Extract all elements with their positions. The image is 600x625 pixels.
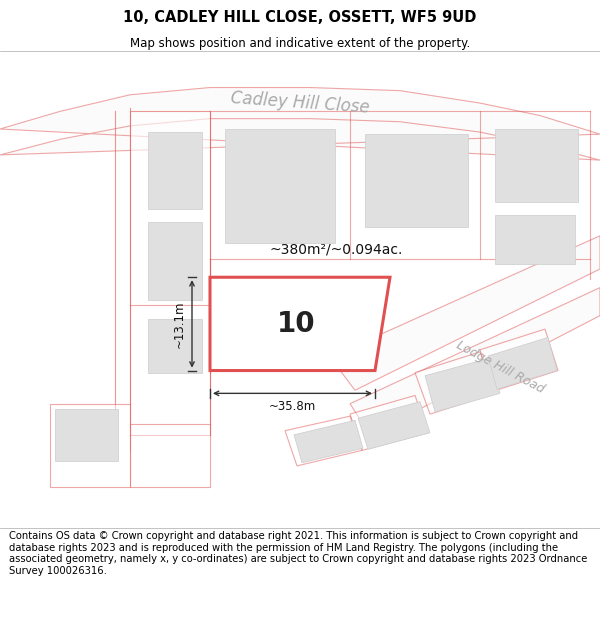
Polygon shape [495, 129, 578, 202]
Polygon shape [148, 222, 202, 300]
Text: Contains OS data © Crown copyright and database right 2021. This information is : Contains OS data © Crown copyright and d… [9, 531, 587, 576]
Polygon shape [488, 338, 557, 389]
Polygon shape [365, 134, 468, 228]
Polygon shape [50, 404, 130, 487]
Polygon shape [358, 402, 430, 449]
Polygon shape [495, 215, 575, 264]
Polygon shape [130, 111, 210, 435]
Polygon shape [210, 278, 390, 371]
Polygon shape [148, 319, 202, 372]
Polygon shape [148, 132, 202, 209]
Text: ~380m²/~0.094ac.: ~380m²/~0.094ac. [269, 242, 403, 256]
Polygon shape [350, 396, 428, 451]
Polygon shape [425, 358, 500, 412]
Polygon shape [350, 288, 600, 435]
Polygon shape [55, 409, 118, 461]
Polygon shape [330, 236, 600, 390]
Text: Lodge Hill Road: Lodge Hill Road [454, 339, 546, 396]
Text: 10, CADLEY HILL CLOSE, OSSETT, WF5 9UD: 10, CADLEY HILL CLOSE, OSSETT, WF5 9UD [124, 10, 476, 25]
Text: 10: 10 [277, 310, 316, 338]
Polygon shape [0, 88, 600, 160]
Polygon shape [480, 329, 558, 391]
Text: Cadley Hill Close: Cadley Hill Close [230, 89, 370, 117]
Polygon shape [285, 416, 362, 466]
Text: ~13.1m: ~13.1m [173, 300, 186, 348]
Polygon shape [294, 420, 363, 463]
Text: Map shows position and indicative extent of the property.: Map shows position and indicative extent… [130, 37, 470, 50]
Text: ~35.8m: ~35.8m [269, 399, 316, 412]
Polygon shape [130, 424, 210, 487]
Polygon shape [225, 129, 335, 243]
Polygon shape [415, 352, 495, 414]
